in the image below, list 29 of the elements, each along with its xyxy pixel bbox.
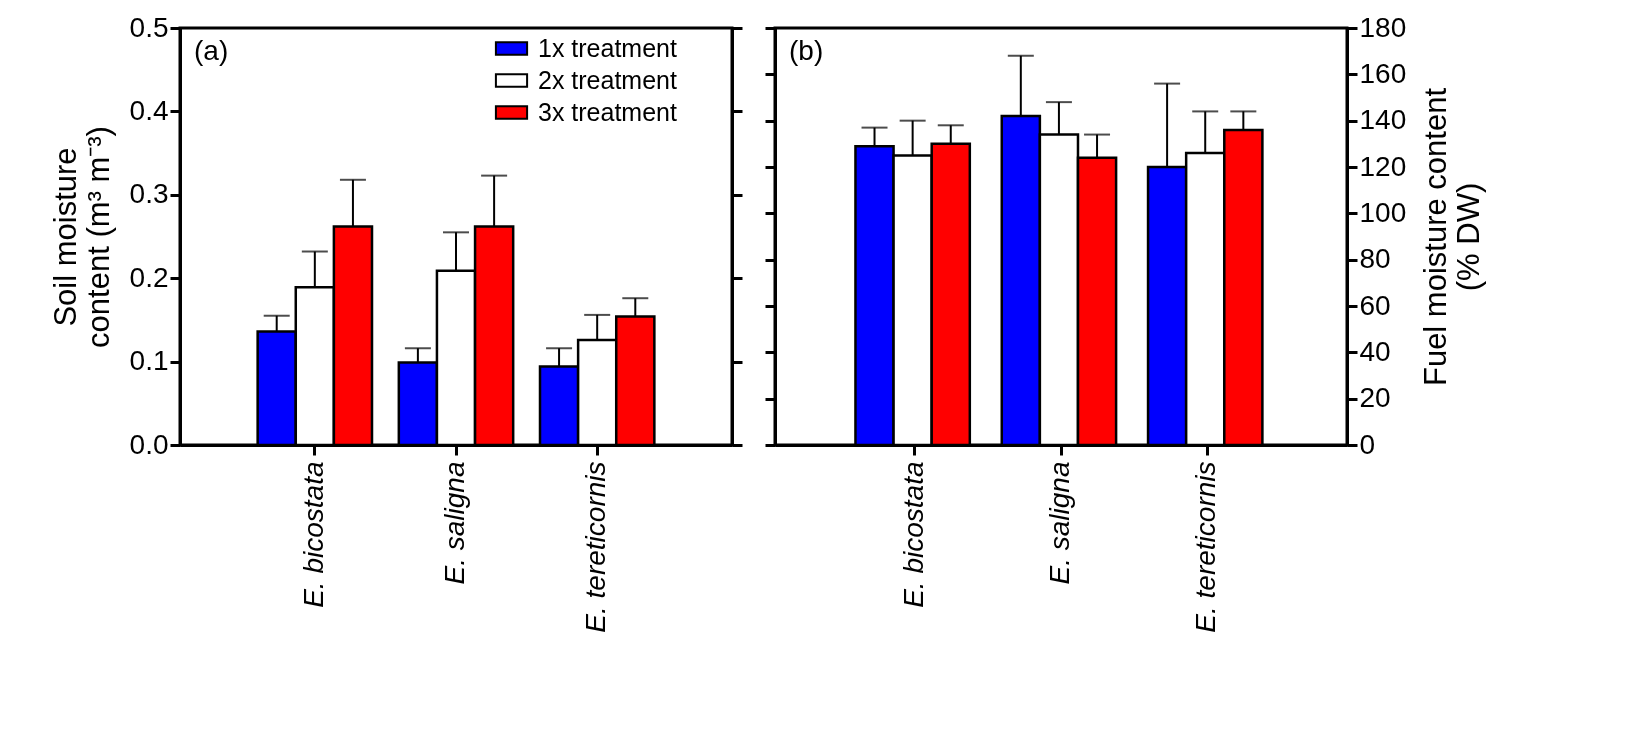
annotation: (b) bbox=[789, 35, 824, 66]
y2-tick-label: 100 bbox=[1359, 196, 1407, 228]
legend-label: 1x treatment bbox=[538, 33, 678, 62]
y2-tick-label: 120 bbox=[1359, 150, 1407, 182]
y-tick-label: 0.5 bbox=[129, 11, 169, 43]
y-tick-label: 0.2 bbox=[129, 261, 169, 293]
x-tick-label: E. tereticornis bbox=[1190, 461, 1222, 633]
y2-tick-label: 160 bbox=[1359, 57, 1407, 89]
y-tick-label: 0.3 bbox=[129, 178, 169, 210]
y2-tick-label: 80 bbox=[1359, 243, 1391, 275]
x-tick-label: E. tereticornis bbox=[580, 461, 612, 633]
x-tick-label: E. bicostata bbox=[297, 461, 329, 608]
y2-tick-label: 140 bbox=[1359, 104, 1407, 136]
y-axis-title: Soil moisture content (m³ m⁻³) bbox=[47, 126, 116, 348]
x-tick-label: E. bicostata bbox=[897, 461, 929, 608]
legend-label: 2x treatment bbox=[538, 65, 678, 94]
x-tick-label: E. saligna bbox=[1044, 461, 1075, 585]
y2-tick-label: 20 bbox=[1359, 382, 1391, 414]
y-tick-label: 0.4 bbox=[129, 94, 169, 126]
y2-tick-label: 40 bbox=[1359, 335, 1391, 367]
legend-label: 3x treatment bbox=[538, 97, 678, 126]
y2-tick-label: 60 bbox=[1359, 289, 1391, 321]
annotation: (a) bbox=[194, 35, 229, 66]
y2-axis-title: Fuel moisture content (% DW) bbox=[1418, 87, 1487, 387]
y-tick-label: 0.1 bbox=[129, 345, 169, 377]
x-tick-label: E. saligna bbox=[439, 461, 470, 585]
y-tick-label: 0.0 bbox=[129, 428, 169, 460]
y2-tick-label: 0 bbox=[1359, 428, 1376, 460]
y2-tick-label: 180 bbox=[1359, 11, 1407, 43]
